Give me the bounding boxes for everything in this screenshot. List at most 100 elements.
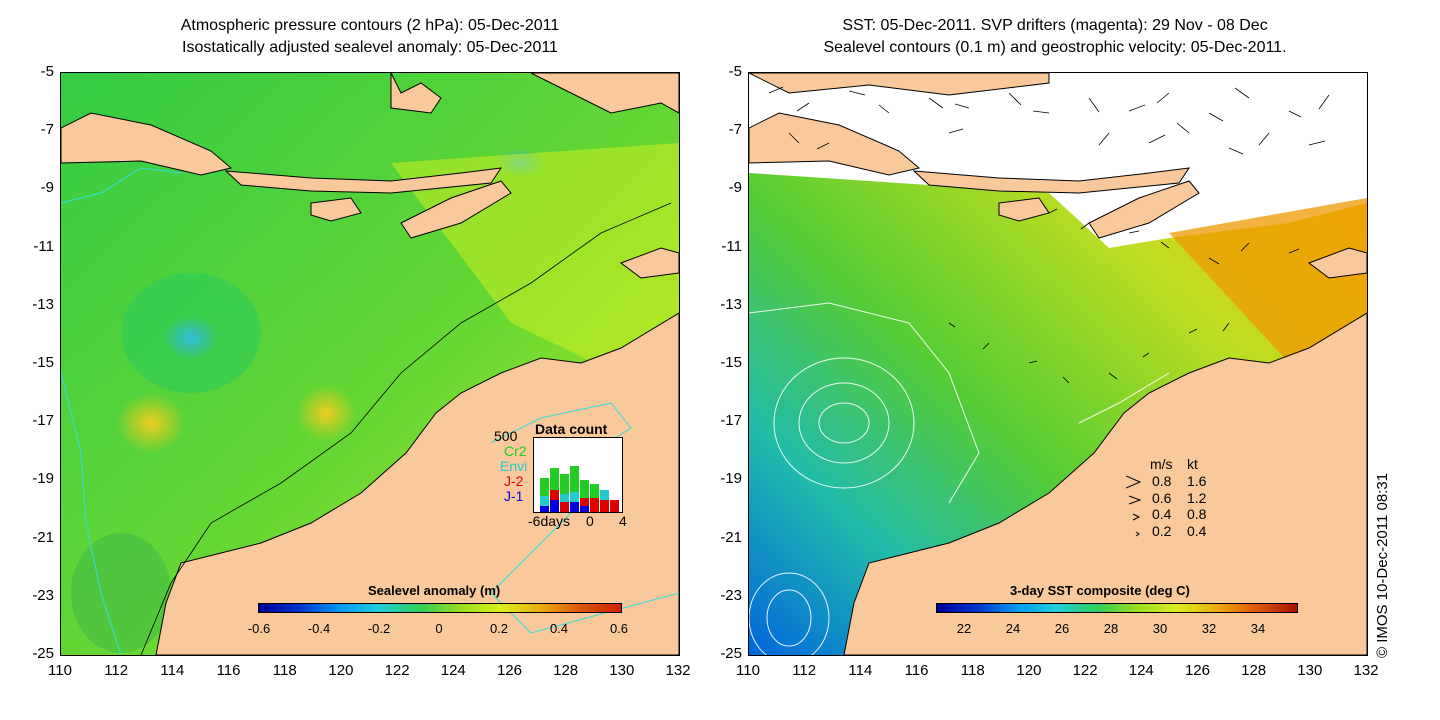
left-colorbar-tick: 0.6 <box>609 621 629 636</box>
left-y-tick: -25 <box>32 645 54 662</box>
data-count-series-j1: J-1 <box>504 488 524 504</box>
right-x-tick: 122 <box>1072 662 1098 679</box>
right-colorbar-tick: 28 <box>1103 621 1119 636</box>
left-y-tick: -15 <box>32 354 54 371</box>
left-x-tick: 120 <box>328 662 354 679</box>
left-colorbar-tick: 0 <box>435 621 443 636</box>
left-colorbar-tick: -0.6 <box>247 621 271 636</box>
right-colorbar <box>936 603 1298 613</box>
data-count-max: 500 <box>494 428 518 444</box>
left-x-tick: 114 <box>160 662 185 679</box>
left-y-tick: -9 <box>40 179 54 197</box>
left-title-line1: Atmospheric pressure contours (2 hPa): 0… <box>180 17 560 34</box>
left-x-tick: 116 <box>216 662 241 679</box>
left-x-tick: 122 <box>384 662 410 679</box>
right-y-tick: -9 <box>728 179 742 197</box>
right-title-line2: Sealevel contours (0.1 m) and geostrophi… <box>823 39 1287 56</box>
right-colorbar-tick: 34 <box>1250 621 1266 636</box>
left-x-tick: 128 <box>553 662 579 679</box>
left-y-tick: -17 <box>32 412 54 430</box>
velocity-legend-ms: 0.2 <box>1152 523 1172 539</box>
left-x-tick: 110 <box>48 662 72 679</box>
right-title-line1: SST: 05-Dec-2011. SVP drifters (magenta)… <box>842 17 1268 34</box>
left-colorbar-label: Sealevel anomaly (m) <box>368 583 501 598</box>
data-count-bar <box>550 468 559 512</box>
data-count-xlabel: 4 <box>619 513 627 529</box>
right-colorbar-tick: 26 <box>1054 621 1070 636</box>
right-y-tick: -15 <box>720 354 742 371</box>
left-y-tick: -13 <box>32 295 54 313</box>
copyright: © IMOS 10-Dec-2011 08:31 <box>1374 472 1391 658</box>
left-title-line2: Isostatically adjusted sealevel anomaly:… <box>182 39 558 56</box>
left-y-tick: -21 <box>32 528 54 546</box>
velocity-legend-header-ms: m/s <box>1150 456 1173 472</box>
data-count-bar <box>580 480 589 512</box>
right-x-tick: 130 <box>1297 662 1323 679</box>
right-y-tick: -19 <box>720 470 742 488</box>
right-x-tick: 120 <box>1016 662 1042 679</box>
left-y-tick: -7 <box>40 121 54 139</box>
velocity-legend-ms: 0.6 <box>1152 490 1172 506</box>
right-x-tick: 128 <box>1241 662 1267 679</box>
right-colorbar-label: 3-day SST composite (deg C) <box>1010 583 1190 598</box>
right-x-tick: 114 <box>848 662 873 679</box>
left-colorbar-tick: 0.4 <box>549 621 569 636</box>
left-colorbar-tick: -0.2 <box>367 621 391 636</box>
data-count-series-envi: Envi <box>500 458 528 474</box>
left-colorbar-tick: 0.2 <box>489 621 509 636</box>
velocity-legend-kt: 1.6 <box>1187 473 1207 489</box>
left-y-tick: -5 <box>40 63 54 80</box>
velocity-legend-kt: 0.8 <box>1187 506 1207 522</box>
right-x-tick: 112 <box>792 662 817 679</box>
data-count-title: Data count <box>535 421 608 437</box>
left-y-tick: -19 <box>32 470 54 488</box>
sealevel-anomaly-map <box>60 72 680 656</box>
data-count-bar <box>590 484 599 512</box>
left-x-tick: 118 <box>272 662 297 679</box>
data-count-bar <box>560 474 569 512</box>
data-count-bar <box>610 500 619 512</box>
velocity-legend-ms: 0.4 <box>1152 506 1172 522</box>
data-count-xlabel: -6days <box>528 513 571 529</box>
right-colorbar-tick: 22 <box>956 621 972 636</box>
data-count-xlabel: 0 <box>586 513 594 529</box>
right-y-tick: -17 <box>720 412 742 430</box>
right-x-tick: 116 <box>904 662 929 679</box>
data-count-chart <box>533 437 623 513</box>
right-y-tick: -11 <box>721 237 742 255</box>
left-x-tick: 130 <box>609 662 635 679</box>
right-x-tick: 126 <box>1184 662 1210 679</box>
left-y-tick: -11 <box>33 237 54 255</box>
velocity-arrow-icon <box>1132 513 1141 521</box>
velocity-arrow-icon <box>1125 475 1142 489</box>
left-x-tick: 112 <box>104 662 129 679</box>
data-count-bar <box>540 478 549 512</box>
left-x-tick: 124 <box>440 662 466 679</box>
right-x-tick: 118 <box>960 662 985 679</box>
left-colorbar-tick: -0.4 <box>307 621 331 636</box>
left-x-tick: 132 <box>665 662 691 679</box>
velocity-legend-ms: 0.8 <box>1152 473 1172 489</box>
velocity-legend-kt: 0.4 <box>1187 523 1207 539</box>
velocity-legend-header-kt: kt <box>1187 456 1198 472</box>
right-x-tick: 124 <box>1128 662 1154 679</box>
data-count-series-cr2: Cr2 <box>504 443 527 459</box>
right-y-tick: -25 <box>720 645 742 662</box>
velocity-arrow-icon <box>1135 531 1140 537</box>
right-y-tick: -23 <box>720 586 742 604</box>
right-colorbar-tick: 24 <box>1005 621 1021 636</box>
left-colorbar <box>258 603 622 613</box>
right-y-tick: -5 <box>728 63 742 80</box>
sst-map <box>748 72 1368 656</box>
velocity-legend-kt: 1.2 <box>1187 490 1207 506</box>
right-x-tick: 110 <box>736 662 760 679</box>
right-y-tick: -7 <box>728 121 742 139</box>
right-colorbar-tick: 32 <box>1201 621 1217 636</box>
data-count-series-j2: J-2 <box>504 473 524 489</box>
data-count-bar <box>600 490 609 512</box>
left-y-tick: -23 <box>32 586 54 604</box>
right-y-tick: -13 <box>720 295 742 313</box>
left-x-tick: 126 <box>496 662 522 679</box>
right-x-tick: 132 <box>1353 662 1379 679</box>
data-count-bar <box>570 466 579 512</box>
